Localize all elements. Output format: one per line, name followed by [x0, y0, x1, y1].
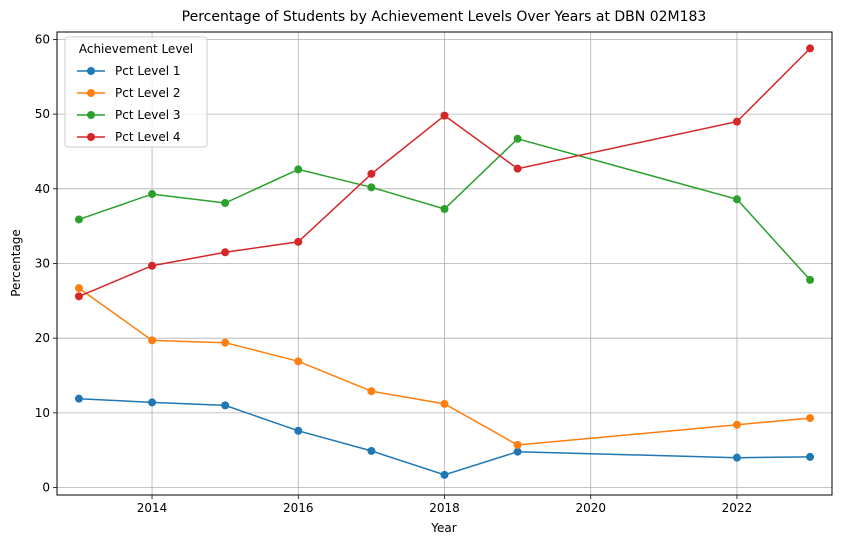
- data-point-level-3: [294, 165, 303, 174]
- y-tick-label: 50: [35, 107, 50, 121]
- legend-swatch-marker: [87, 67, 95, 75]
- legend-label: Pct Level 1: [115, 64, 180, 78]
- data-point-level-3: [806, 275, 815, 284]
- data-point-level-2: [367, 387, 376, 396]
- data-point-level-1: [367, 446, 376, 455]
- data-point-level-1: [294, 426, 303, 435]
- y-tick-label: 40: [35, 182, 50, 196]
- legend-label: Pct Level 3: [115, 108, 180, 122]
- data-point-level-1: [806, 452, 815, 461]
- data-point-level-4: [732, 117, 741, 126]
- legend-label: Pct Level 4: [115, 130, 180, 144]
- data-point-level-4: [148, 261, 157, 270]
- x-tick-label: 2022: [722, 501, 753, 515]
- x-axis-label: Year: [430, 521, 456, 535]
- legend-item: Pct Level 4: [77, 130, 180, 144]
- data-point-level-4: [294, 237, 303, 246]
- legend-label: Pct Level 2: [115, 86, 180, 100]
- legend-swatch-marker: [87, 133, 95, 141]
- chart-title: Percentage of Students by Achievement Le…: [182, 9, 707, 25]
- data-point-level-2: [440, 399, 449, 408]
- x-tick-label: 2014: [137, 501, 168, 515]
- data-point-level-4: [513, 164, 522, 173]
- data-point-level-3: [440, 204, 449, 213]
- data-point-level-1: [440, 470, 449, 479]
- y-tick-label: 20: [35, 331, 50, 345]
- data-point-level-1: [732, 453, 741, 462]
- data-point-level-1: [74, 394, 83, 403]
- x-tick-label: 2018: [429, 501, 460, 515]
- series-lines: [74, 44, 815, 479]
- data-point-level-1: [221, 401, 230, 410]
- data-point-level-3: [74, 215, 83, 224]
- legend-swatch-marker: [87, 89, 95, 97]
- data-point-level-3: [513, 134, 522, 143]
- data-point-level-4: [440, 111, 449, 120]
- y-tick-label: 0: [42, 481, 50, 495]
- legend-box: [64, 36, 208, 148]
- data-point-level-3: [367, 183, 376, 192]
- data-point-level-4: [806, 44, 815, 53]
- data-point-level-4: [367, 169, 376, 178]
- data-point-level-2: [806, 414, 815, 423]
- axis-ticks: 2014 2016 2018 2020 2022 0 10 20 30 40 50 60: [35, 32, 753, 515]
- data-point-level-2: [732, 420, 741, 429]
- y-tick-label: 30: [35, 257, 50, 271]
- data-point-level-4: [74, 292, 83, 301]
- legend-title: Achievement Level: [79, 42, 193, 56]
- legend: Achievement Level Pct Level 1 Pct Level 2…: [64, 36, 208, 148]
- data-point-level-2: [148, 336, 157, 345]
- x-tick-label: 2016: [283, 501, 314, 515]
- data-point-level-3: [732, 195, 741, 204]
- legend-item: Pct Level 1: [77, 64, 180, 78]
- data-point-level-2: [221, 338, 230, 347]
- data-point-level-1: [148, 398, 157, 407]
- y-tick-label: 10: [35, 406, 50, 420]
- data-point-level-2: [513, 440, 522, 449]
- y-tick-label: 60: [35, 32, 50, 46]
- data-point-level-2: [294, 357, 303, 366]
- x-tick-label: 2020: [575, 501, 606, 515]
- legend-item: Pct Level 3: [77, 108, 180, 122]
- legend-swatch-marker: [87, 111, 95, 119]
- data-point-level-3: [148, 190, 157, 199]
- data-point-level-3: [221, 199, 230, 208]
- legend-item: Pct Level 2: [77, 86, 180, 100]
- data-point-level-4: [221, 248, 230, 257]
- y-axis-label: Percentage: [9, 229, 23, 297]
- data-point-level-2: [74, 284, 83, 293]
- data-point-level-1: [513, 447, 522, 456]
